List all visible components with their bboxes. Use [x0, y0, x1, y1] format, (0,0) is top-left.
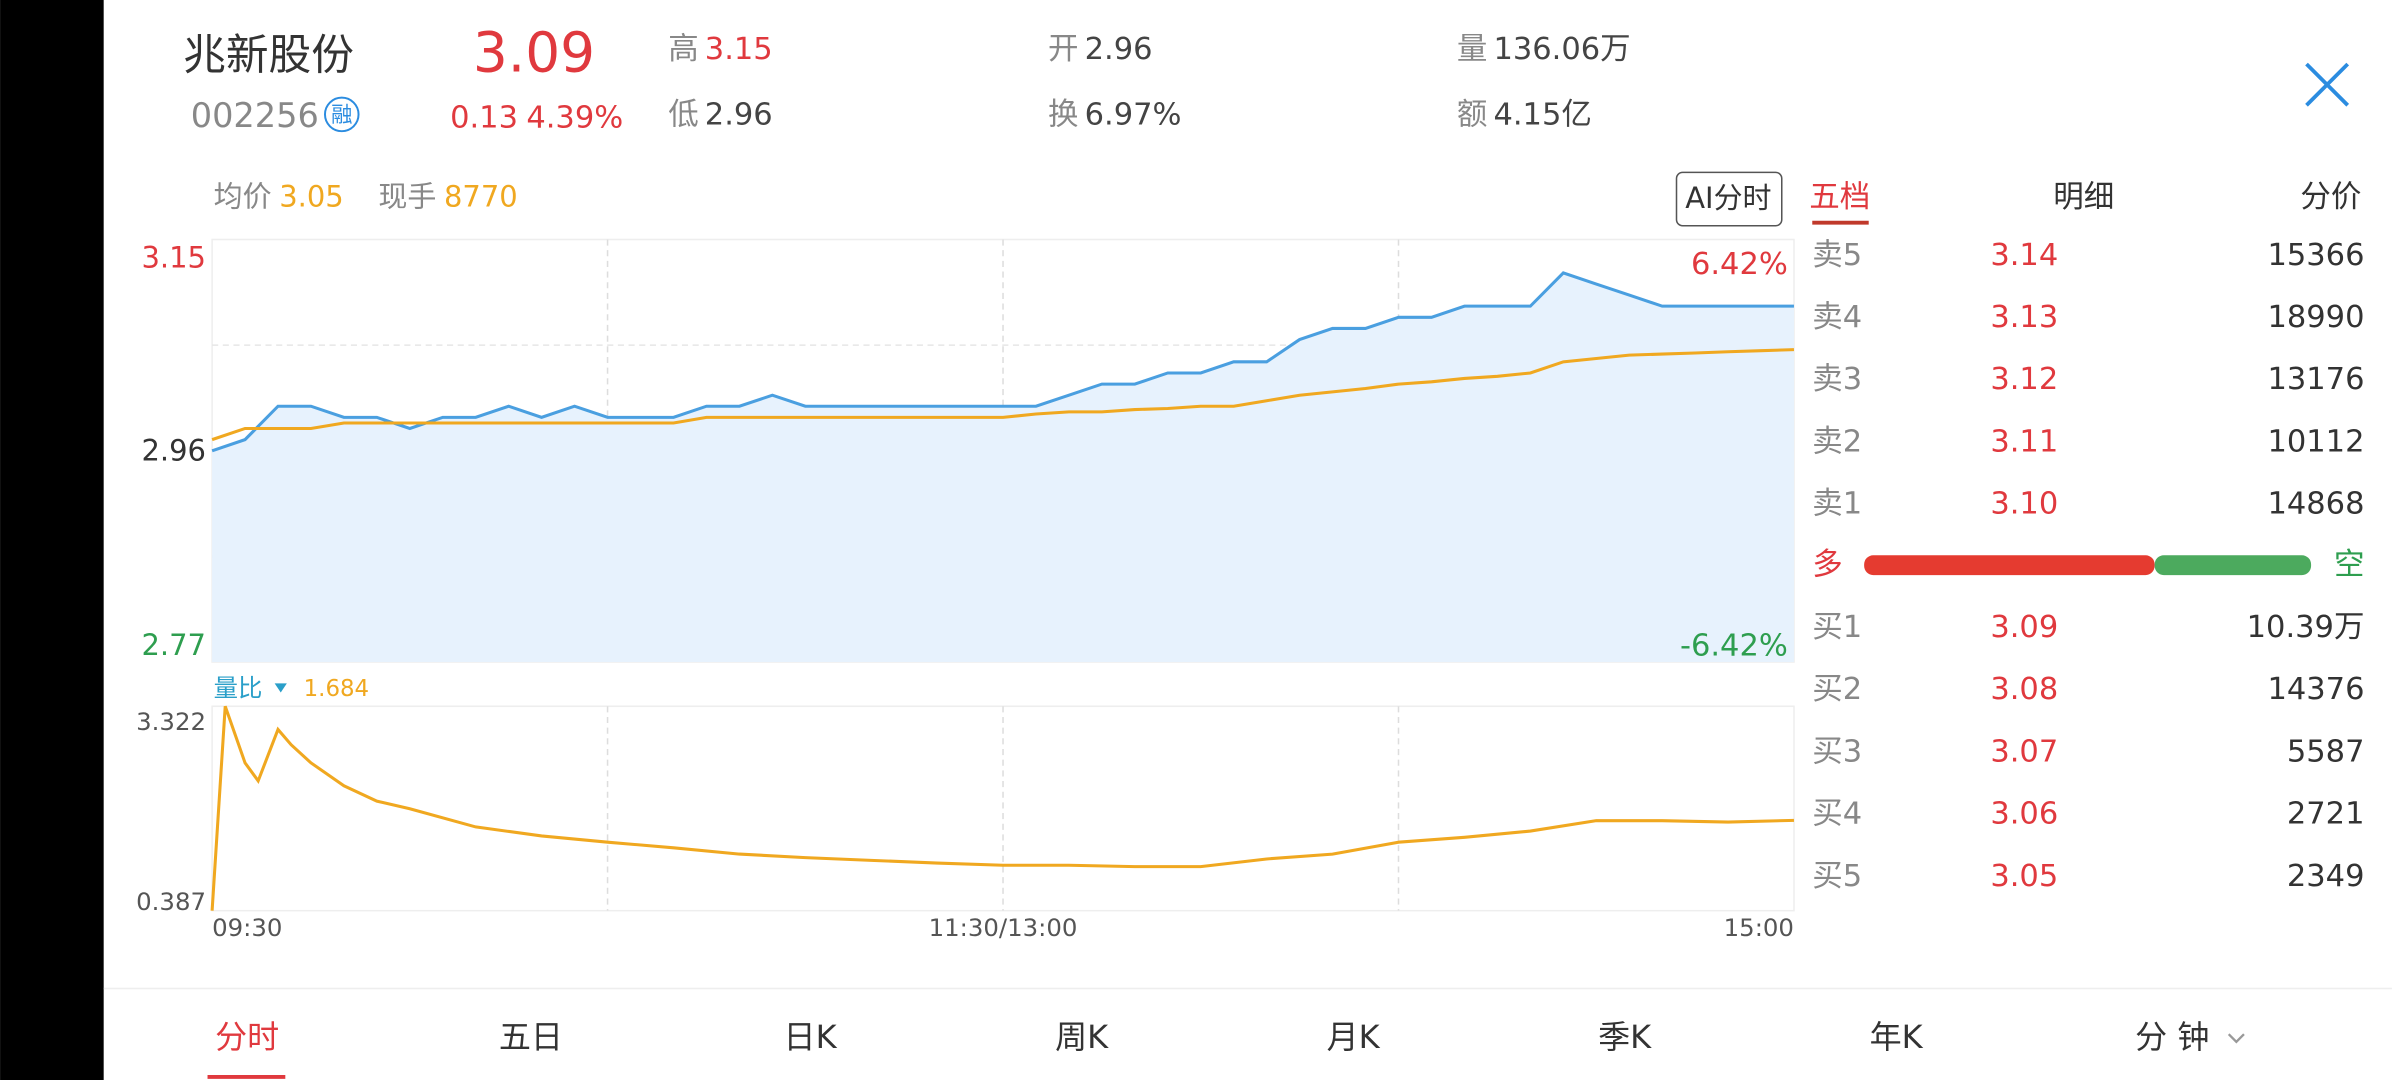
period-tab[interactable]: 年K	[1870, 1018, 1924, 1056]
period-tab[interactable]: 分 钟	[2135, 1018, 2209, 1056]
y-tick-label: 3.15	[141, 240, 206, 274]
y-tick-label: 3.322	[136, 707, 206, 736]
book-volume: 2721	[2287, 797, 2365, 832]
price-area	[212, 272, 1794, 663]
book-volume: 2349	[2287, 859, 2365, 894]
book-label: 卖5	[1812, 238, 1862, 273]
stat-value: 4.15亿	[1493, 97, 1591, 132]
book-price: 3.07	[1990, 734, 2058, 769]
book-volume: 14376	[2267, 672, 2364, 707]
sell-bar	[2154, 555, 2312, 576]
dropdown-icon[interactable]	[2227, 1033, 2245, 1044]
ai-button-frame[interactable]	[1675, 171, 1783, 227]
book-volume: 10112	[2267, 424, 2364, 459]
avg-label: 均价	[214, 179, 272, 213]
x-tick-label: 15:00	[1724, 913, 1794, 942]
book-price: 3.10	[1990, 487, 2058, 522]
book-volume: 15366	[2267, 238, 2364, 273]
book-price: 3.14	[1990, 238, 2058, 273]
stock-name: 兆新股份	[183, 30, 354, 80]
y2-tick-label: 6.42%	[1691, 247, 1788, 282]
book-tab[interactable]: 明细	[2053, 180, 2114, 215]
book-label: 买4	[1812, 797, 1862, 832]
change: 0.13	[450, 100, 518, 135]
avg-value: 3.05	[279, 179, 344, 213]
change-pct: 4.39%	[526, 100, 623, 135]
buy-bar	[1864, 555, 2155, 576]
stat-value: 6.97%	[1085, 97, 1182, 132]
y-tick-label: 2.96	[141, 433, 206, 467]
close-button[interactable]	[2305, 62, 2350, 107]
book-price: 3.12	[1990, 362, 2058, 397]
book-label: 卖4	[1812, 300, 1862, 335]
price: 3.09	[473, 21, 595, 85]
period-tab[interactable]: 月K	[1327, 1018, 1381, 1056]
stat-label: 低	[668, 97, 699, 132]
y-tick-label: 0.387	[136, 887, 206, 916]
book-volume: 13176	[2267, 362, 2364, 397]
avg-line	[211, 348, 1795, 442]
book-price: 3.06	[1990, 797, 2058, 832]
book-volume: 10.39万	[2247, 610, 2365, 645]
ai-button: AI分时	[1685, 181, 1771, 215]
book-label: 买3	[1812, 734, 1862, 769]
book-price: 3.08	[1990, 672, 2058, 707]
period-tab[interactable]: 日K	[784, 1018, 838, 1056]
x-tick-label: 11:30/13:00	[929, 913, 1078, 942]
close-icon	[2305, 62, 2350, 107]
book-volume: 14868	[2267, 487, 2364, 522]
left-edge	[0, 0, 104, 1080]
hand-value: 8770	[444, 179, 518, 213]
stat-label: 量	[1457, 32, 1488, 67]
book-label: 卖2	[1812, 424, 1862, 459]
book-label: 卖3	[1812, 362, 1862, 397]
stat-label: 开	[1048, 32, 1079, 67]
stat-label: 换	[1048, 97, 1079, 132]
stat-value: 2.96	[705, 97, 773, 132]
book-tab[interactable]: 分价	[2300, 180, 2361, 215]
buy-label: 多	[1812, 547, 1842, 582]
book-volume: 5587	[2287, 734, 2365, 769]
book-label: 买2	[1812, 672, 1862, 707]
period-tab[interactable]: 五日	[499, 1018, 563, 1056]
sell-label: 空	[2334, 547, 2364, 582]
book-price: 3.11	[1990, 424, 2058, 459]
book-price: 3.05	[1990, 859, 2058, 894]
y-tick-label: 2.77	[141, 628, 206, 662]
x-tick-label: 09:30	[212, 913, 282, 942]
book-label: 买1	[1812, 610, 1862, 645]
book-price: 3.13	[1990, 300, 2058, 335]
ratio-current: 1.684	[304, 676, 370, 702]
hand-label: 现手	[378, 179, 436, 213]
price-line	[211, 271, 1794, 453]
stat-label: 高	[668, 32, 699, 67]
stat-value: 136.06万	[1493, 32, 1630, 67]
stat-value: 3.15	[705, 32, 773, 67]
badge-ring	[323, 96, 360, 133]
stat-label: 额	[1457, 97, 1488, 132]
ratio-line	[210, 705, 1795, 911]
book-price: 3.09	[1990, 610, 2058, 645]
badge: 融	[331, 103, 352, 128]
book-volume: 18990	[2267, 300, 2364, 335]
period-tab[interactable]: 周K	[1055, 1018, 1109, 1056]
y2-tick-label: -6.42%	[1680, 628, 1788, 663]
ratio-caret	[274, 683, 287, 693]
book-label: 卖1	[1812, 487, 1862, 522]
stat-value: 2.96	[1085, 32, 1153, 67]
book-tab[interactable]: 五档	[1809, 180, 1870, 215]
stock-code: 002256	[191, 96, 319, 135]
book-label: 买5	[1812, 859, 1862, 894]
period-tab[interactable]: 分时	[215, 1018, 279, 1056]
ratio-title: 量比	[214, 673, 263, 702]
period-tab[interactable]: 季K	[1598, 1018, 1652, 1056]
